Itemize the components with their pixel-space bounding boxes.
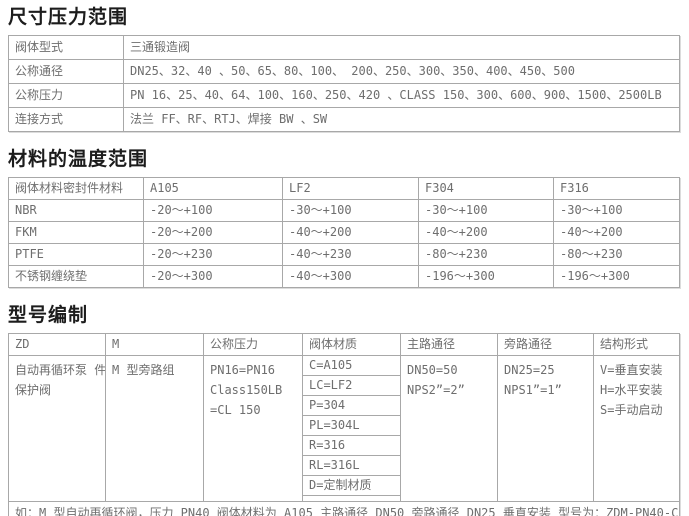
material-option-cell: RL=316L (303, 456, 400, 476)
table-row-fkm: FKM -20～+200 -40～+200 -40～+200 -40～+200 (8, 221, 680, 244)
row-value-valve-body-type: 三通锻造阀 (123, 35, 680, 60)
cell-bypass-codes: DN25=25 NPS1”=1” (497, 355, 594, 502)
cell-temp-range: -40～+200 (418, 221, 554, 244)
table-note-row: 如：M 型自动再循环阀，压力 PN40 阀体材料为 A105 主路通径 DN50… (8, 501, 680, 516)
cell-material-name: NBR (8, 199, 144, 222)
cell-material-name: PTFE (8, 243, 144, 266)
cell-zd-description: 自动再循环泵 件 保护阀 (8, 355, 106, 502)
text-line: M 型旁路组 (112, 363, 175, 377)
cell-temp-range: -40～+230 (282, 243, 419, 266)
column-header-nominal-pressure: 公称压力 (203, 333, 303, 356)
table-row: 阀体型式 三通锻造阀 (8, 35, 680, 60)
cell-temp-range: -30～+100 (553, 199, 680, 222)
cell-temp-range: -20～+100 (143, 199, 283, 222)
section-title-material-temperature-range: 材料的温度范围 (8, 148, 149, 170)
cell-temp-range: -80～+230 (553, 243, 680, 266)
text-line: NPS1”=1” (504, 383, 562, 397)
text-line: V=垂直安装 (600, 363, 663, 377)
section-title-size-pressure-range: 尺寸压力范围 (8, 6, 129, 28)
cell-temp-range: -30～+100 (282, 199, 419, 222)
cell-temp-range: -40～+200 (282, 221, 419, 244)
cell-temp-range: -196～+300 (553, 265, 680, 288)
table-row-spiral-wound-gasket: 不锈钢缠绕垫 -20～+300 -40～+300 -196～+300 -196～… (8, 265, 680, 288)
row-label-nominal-pressure: 公称压力 (8, 83, 124, 108)
text-line: NPS2”=2” (407, 383, 465, 397)
column-header-f316: F316 (553, 177, 680, 200)
material-option-cell: LC=LF2 (303, 376, 400, 396)
column-header-structure-type: 结构形式 (593, 333, 680, 356)
column-header-f304: F304 (418, 177, 554, 200)
column-header-main-path-diameter: 主路通径 (400, 333, 498, 356)
cell-temp-range: -20～+230 (143, 243, 283, 266)
row-value-nominal-diameter: DN25、32、40 、50、65、80、100、 200、250、300、35… (123, 59, 680, 84)
material-option-cell: C=A105 (303, 357, 400, 376)
cell-material-name: 不锈钢缠绕垫 (8, 265, 144, 288)
text-line: DN25=25 (504, 363, 555, 377)
column-header-zd: ZD (8, 333, 106, 356)
column-header-a105: A105 (143, 177, 283, 200)
text-line: S=手动启动 (600, 403, 663, 417)
cell-m-description: M 型旁路组 (105, 355, 204, 502)
text-line: 保护阀 (15, 383, 52, 397)
row-value-connection-type: 法兰 FF、RF、RTJ、焊接 BW 、SW (123, 107, 680, 132)
cell-temp-range: -20～+200 (143, 221, 283, 244)
text-line: =CL 150 (210, 403, 261, 417)
cell-temp-range: -40～+300 (282, 265, 419, 288)
column-header-lf2: LF2 (282, 177, 419, 200)
table-header-row: 阀体材料密封件材料 A105 LF2 F304 F316 (8, 177, 680, 200)
section-title-model-designation: 型号编制 (8, 304, 89, 326)
cell-main-path-codes: DN50=50 NPS2”=2” (400, 355, 498, 502)
column-header-bypass-diameter: 旁路通径 (497, 333, 594, 356)
cell-pressure-codes: PN16=PN16 Class150LB =CL 150 (203, 355, 303, 502)
row-label-connection-type: 连接方式 (8, 107, 124, 132)
cell-material-name: FKM (8, 221, 144, 244)
table-row: 公称通径 DN25、32、40 、50、65、80、100、 200、250、3… (8, 59, 680, 84)
size-pressure-table: 阀体型式 三通锻造阀 公称通径 DN25、32、40 、50、65、80、100… (8, 35, 680, 132)
table-row-nbr: NBR -20～+100 -30～+100 -30～+100 -30～+100 (8, 199, 680, 222)
text-line: DN50=50 (407, 363, 458, 377)
cell-temp-range: -196～+300 (418, 265, 554, 288)
table-row-ptfe: PTFE -20～+230 -40～+230 -80～+230 -80～+230 (8, 243, 680, 266)
table-body-row: 自动再循环泵 件 保护阀 M 型旁路组 PN16=PN16 Class150LB… (8, 355, 680, 502)
row-label-valve-body-type: 阀体型式 (8, 35, 124, 60)
column-header-body-material: 阀体材质 (302, 333, 401, 356)
cell-temp-range: -30～+100 (418, 199, 554, 222)
material-option-cell: P=304 (303, 396, 400, 416)
material-option-cell: D=定制材质 (303, 476, 400, 496)
row-label-nominal-diameter: 公称通径 (8, 59, 124, 84)
column-header-m: M (105, 333, 204, 356)
table-header-row: ZD M 公称压力 阀体材质 主路通径 旁路通径 结构形式 (8, 333, 680, 356)
row-value-nominal-pressure: PN 16、25、40、64、100、160、250、420 、CLASS 15… (123, 83, 680, 108)
cell-temp-range: -20～+300 (143, 265, 283, 288)
text-line: Class150LB (210, 383, 283, 397)
cell-body-material-codes: C=A105 LC=LF2 P=304 PL=304L R=316 RL=316… (302, 355, 401, 502)
cell-temp-range: -40～+200 (553, 221, 680, 244)
text-line: 自动再循环泵 件 (15, 363, 106, 377)
table-row: 公称压力 PN 16、25、40、64、100、160、250、420 、CLA… (8, 83, 680, 108)
model-designation-table: ZD M 公称压力 阀体材质 主路通径 旁路通径 结构形式 自动再循环泵 件 保… (8, 333, 680, 516)
text-line: PN16=PN16 (210, 363, 276, 377)
material-temperature-table: 阀体材料密封件材料 A105 LF2 F304 F316 NBR -20～+10… (8, 177, 680, 288)
table-row: 连接方式 法兰 FF、RF、RTJ、焊接 BW 、SW (8, 107, 680, 132)
material-option-cell: PL=304L (303, 416, 400, 436)
cell-structure-codes: V=垂直安装 H=水平安装 S=手动启动 (593, 355, 680, 502)
material-option-cell: R=316 (303, 436, 400, 456)
example-note: 如：M 型自动再循环阀，压力 PN40 阀体材料为 A105 主路通径 DN50… (8, 501, 680, 516)
cell-temp-range: -80～+230 (418, 243, 554, 266)
text-line: H=水平安装 (600, 383, 663, 397)
column-header-seal-material: 阀体材料密封件材料 (8, 177, 144, 200)
